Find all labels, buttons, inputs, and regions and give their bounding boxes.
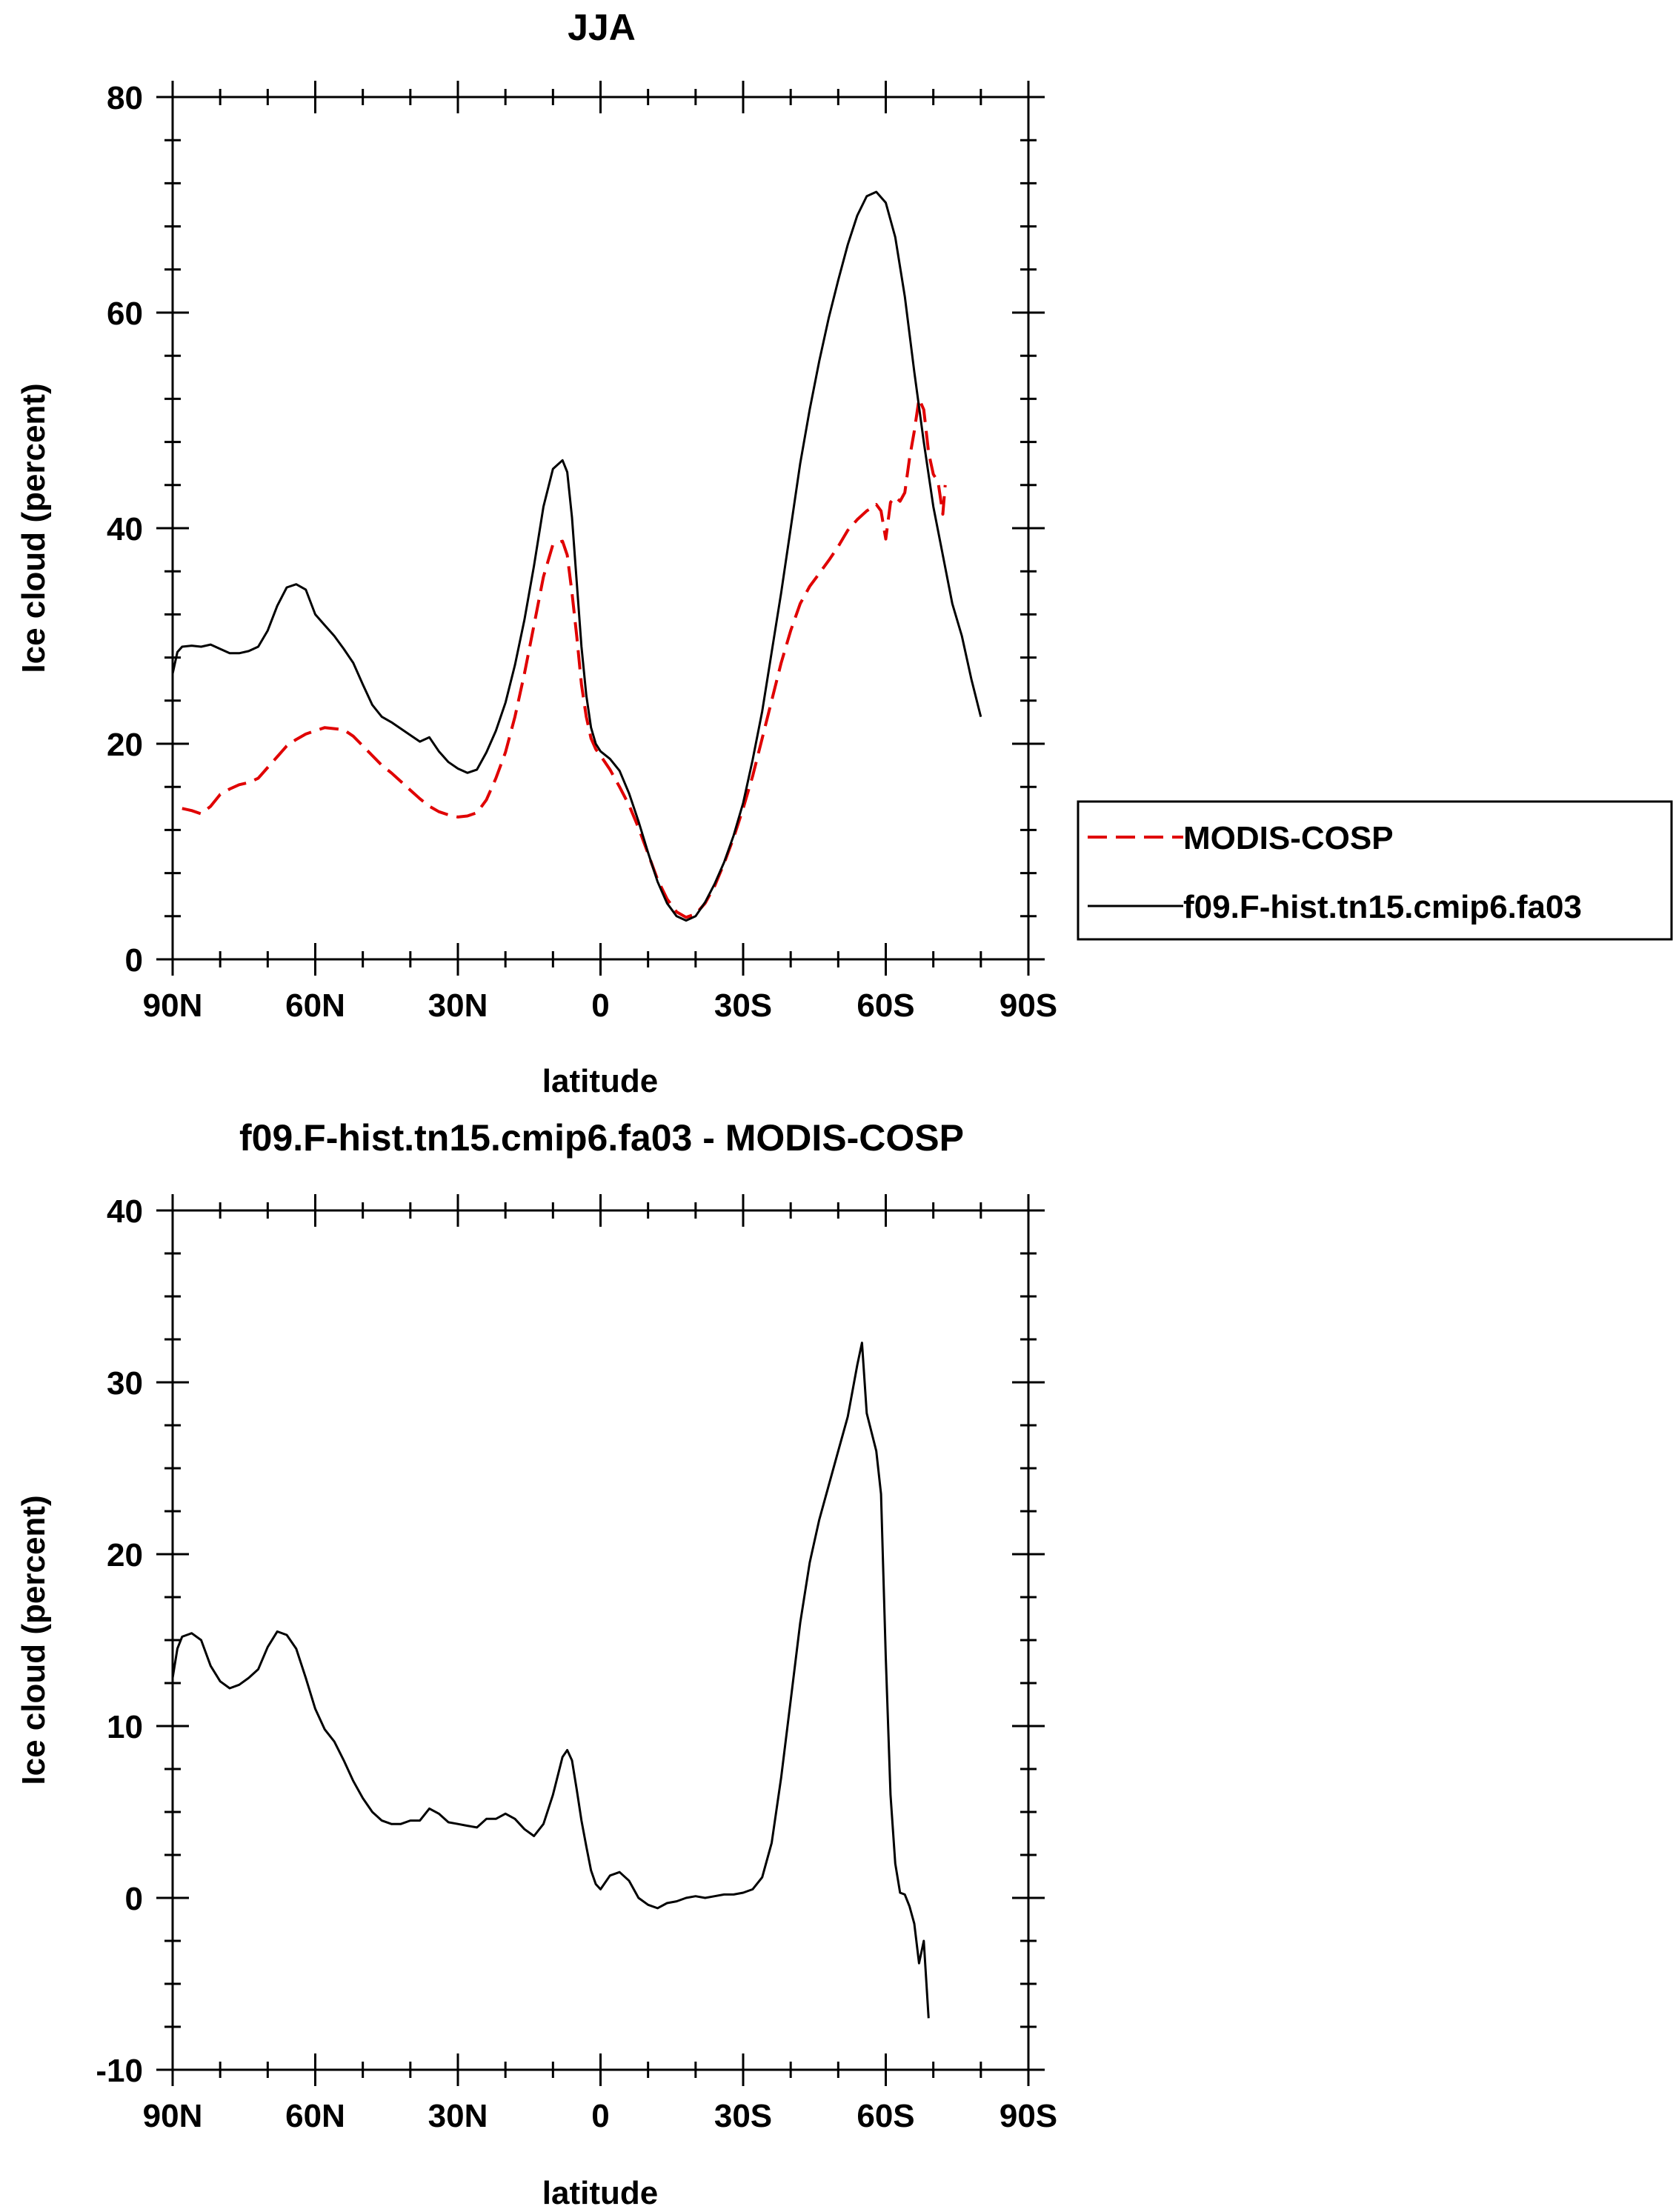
bottom-y-tick-label: 10	[107, 1709, 143, 1745]
legend-box	[1077, 800, 1673, 941]
bottom-x-tick-label: 60N	[285, 2098, 345, 2134]
top-chart-panel: JJA 90N 60N 30N 0 30S 60S 90S 0 20 40 60 80 latitud…	[16, 7, 1673, 1099]
bottom-y-tick-label: 20	[107, 1537, 143, 1573]
top-chart-y-axis-label: Ice cloud (percent)	[16, 383, 52, 673]
bottom-x-tick-label: 60S	[857, 2098, 914, 2134]
bottom-x-tick-label: 90N	[143, 2098, 203, 2134]
bottom-chart-x-axis-label: latitude	[542, 2175, 658, 2211]
top-x-tick-label: 60N	[285, 987, 345, 1024]
top-y-tick-label: 0	[125, 942, 143, 979]
top-chart-frame	[171, 96, 1030, 961]
bottom-y-tick-label: 40	[107, 1193, 143, 1230]
top-series-line-model	[171, 190, 982, 922]
bottom-y-tick-label: 0	[125, 1881, 143, 1917]
bottom-chart-ticks: 90N 60N 30N 0 30S 60S 90S -10 0 10 20 30 40	[96, 1193, 1057, 2134]
bottom-chart-series	[171, 1342, 930, 2019]
bottom-series-line-difference	[171, 1342, 930, 2019]
top-x-tick-label: 0	[591, 987, 609, 1024]
bottom-x-tick-label: 90S	[1000, 2098, 1057, 2134]
bottom-y-tick-label: 30	[107, 1365, 143, 1402]
top-y-tick-label: 20	[107, 727, 143, 763]
top-y-tick-label: 80	[107, 80, 143, 116]
bottom-chart-y-axis-label: Ice cloud (percent)	[16, 1495, 52, 1785]
bottom-y-tick-label: -10	[96, 2053, 143, 2089]
legend-label-modis-cosp: MODIS-COSP	[1183, 820, 1394, 856]
top-chart-title: JJA	[568, 7, 636, 48]
top-y-tick-label: 40	[107, 511, 143, 547]
bottom-x-tick-label: 30S	[714, 2098, 772, 2134]
top-chart-series	[171, 190, 982, 922]
top-y-tick-label: 60	[107, 296, 143, 332]
legend-label-model: f09.F-hist.tn15.cmip6.fa03	[1183, 889, 1582, 925]
bottom-x-tick-label: 30N	[428, 2098, 488, 2134]
top-x-tick-label: 90S	[1000, 987, 1057, 1024]
bottom-x-tick-label: 0	[591, 2098, 609, 2134]
bottom-chart-frame	[171, 1209, 1030, 2071]
bottom-chart-panel: f09.F-hist.tn15.cmip6.fa03 - MODIS-COSP …	[16, 1117, 1057, 2211]
top-chart-ticks: 90N 60N 30N 0 30S 60S 90S 0 20 40 60 80	[107, 80, 1057, 1024]
top-series-line-modis-cosp	[182, 397, 947, 919]
top-x-tick-label: 60S	[857, 987, 914, 1024]
bottom-chart-title: f09.F-hist.tn15.cmip6.fa03 - MODIS-COSP	[239, 1117, 964, 1159]
top-chart-x-axis-label: latitude	[542, 1063, 658, 1099]
top-x-tick-label: 30S	[714, 987, 772, 1024]
top-x-tick-label: 90N	[143, 987, 203, 1024]
top-x-tick-label: 30N	[428, 987, 488, 1024]
legend: MODIS-COSP f09.F-hist.tn15.cmip6.fa03	[1077, 800, 1673, 941]
